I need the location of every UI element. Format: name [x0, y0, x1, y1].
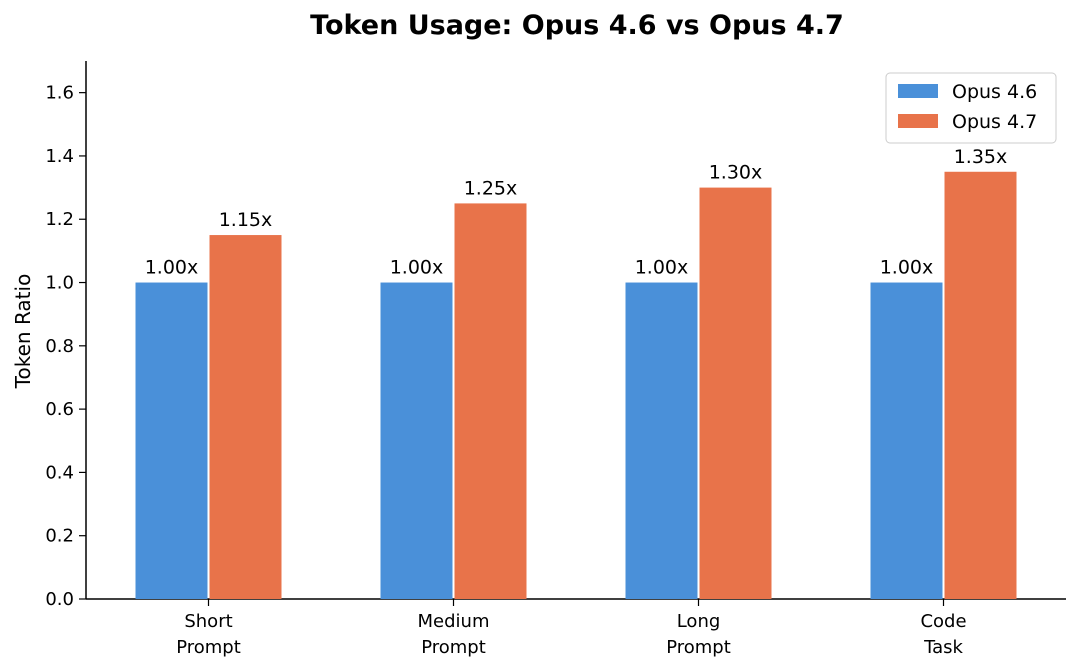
x-tick-label: Short	[184, 611, 232, 632]
y-axis-label: Token Ratio	[11, 274, 35, 390]
y-tick-label: 1.0	[45, 273, 74, 294]
data-label: 1.15x	[219, 209, 273, 231]
data-label: 1.25x	[464, 177, 518, 199]
y-tick-label: 1.6	[45, 83, 74, 104]
bar	[870, 282, 943, 599]
data-label: 1.00x	[390, 257, 444, 279]
x-tick-label: Code	[920, 611, 966, 632]
x-tick-label: Task	[923, 637, 963, 658]
x-tick-label: Long	[677, 611, 721, 632]
bar	[380, 282, 453, 599]
y-tick-label: 0.6	[45, 399, 74, 420]
bar	[699, 187, 772, 599]
y-tick-label: 0.4	[45, 462, 74, 483]
data-label: 1.30x	[709, 162, 763, 184]
bar	[209, 235, 282, 599]
x-tick-label: Prompt	[176, 637, 241, 658]
chart-title: Token Usage: Opus 4.6 vs Opus 4.7	[310, 10, 844, 41]
legend-label: Opus 4.6	[952, 81, 1037, 103]
data-label: 1.00x	[880, 257, 934, 279]
bar	[454, 203, 527, 600]
y-tick-label: 1.2	[45, 209, 74, 230]
x-tick-label: Prompt	[666, 637, 731, 658]
bar	[625, 282, 698, 599]
bar	[944, 171, 1017, 599]
plot-area: 0.0 0.2 0.4 0.6 0.8 1.0 1.2 1.4 1.6 1.00x 1.15x Sho…	[45, 61, 1066, 658]
y-tick-label: 0.0	[45, 589, 74, 610]
data-label: 1.35x	[954, 146, 1008, 168]
x-tick-label: Prompt	[421, 637, 486, 658]
x-tick-label: Medium	[418, 611, 490, 632]
bar	[135, 282, 208, 599]
y-tick-label: 0.8	[45, 336, 74, 357]
y-tick-label: 0.2	[45, 526, 74, 547]
data-label: 1.00x	[635, 257, 689, 279]
legend: Opus 4.6 Opus 4.7	[885, 72, 1057, 144]
data-label: 1.00x	[145, 257, 199, 279]
legend-label: Opus 4.7	[952, 111, 1037, 133]
legend-swatch	[898, 114, 938, 128]
legend-swatch	[898, 84, 938, 98]
y-tick-label: 1.4	[45, 146, 74, 167]
